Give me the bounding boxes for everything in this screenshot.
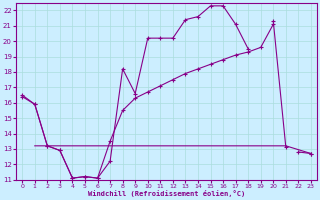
- X-axis label: Windchill (Refroidissement éolien,°C): Windchill (Refroidissement éolien,°C): [88, 190, 245, 197]
